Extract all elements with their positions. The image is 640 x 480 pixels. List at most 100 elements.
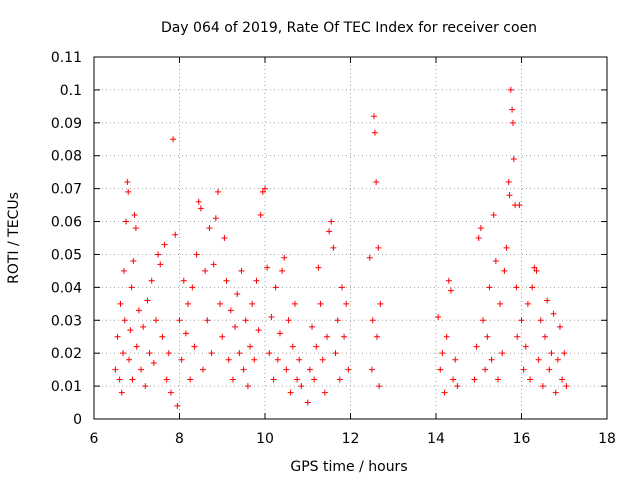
data-point [550,310,557,317]
data-point [505,179,512,186]
data-point [268,313,275,320]
data-point [497,300,504,307]
data-point [484,333,491,340]
data-point [129,376,136,383]
data-point [311,376,318,383]
data-point [178,356,185,363]
data-point [336,376,343,383]
data-point [499,350,506,357]
data-point [309,323,316,330]
data-point [319,356,326,363]
data-point [341,333,348,340]
data-point [236,350,243,357]
data-point [482,366,489,373]
data-point [130,258,137,265]
data-point [232,323,239,330]
data-point [494,376,501,383]
data-point [371,129,378,136]
data-point [170,136,177,143]
data-point [287,389,294,396]
data-point [509,119,516,126]
data-point [259,188,266,195]
y-tick-label: 0.04 [51,280,82,296]
data-point [437,366,444,373]
data-point [223,277,230,284]
data-point [114,333,121,340]
plot-frame [93,56,608,420]
y-tick-label: 0.02 [51,346,82,362]
y-tick-label: 0 [73,412,82,428]
data-point [197,205,204,212]
data-point [133,343,140,350]
data-point [187,376,194,383]
y-tick-label: 0.06 [51,215,82,231]
data-point [229,376,236,383]
data-point [219,333,226,340]
data-point [266,350,273,357]
data-point [321,389,328,396]
data-point [488,356,495,363]
data-point [366,254,373,261]
data-point [121,317,128,324]
data-point [217,300,224,307]
data-point [120,350,127,357]
data-point [542,333,549,340]
data-point [146,350,153,357]
data-point [343,300,350,307]
data-point [148,277,155,284]
data-point [294,376,301,383]
data-point [120,267,127,274]
data-point [563,383,570,390]
data-point [510,156,517,163]
data-point [118,389,125,396]
data-point [257,211,264,218]
data-point [210,261,217,268]
y-tick-label: 0.1 [60,83,82,99]
data-point [285,317,292,324]
y-tick-label: 0.11 [51,50,82,66]
data-point [202,267,209,274]
data-point [274,356,281,363]
data-point [214,188,221,195]
data-point [371,113,378,120]
data-point [189,284,196,291]
data-point [135,307,142,314]
data-point [182,330,189,337]
data-point [445,277,452,284]
data-point [126,356,133,363]
data-point [338,284,345,291]
data-points [112,86,570,409]
data-point [251,356,258,363]
y-tick-labels: 0 0.01 0.02 0.03 0.04 0.05 0.06 0.07 0.08 0.09 0.1… [51,50,82,428]
data-point [471,376,478,383]
data-point [167,389,174,396]
data-point [376,383,383,390]
data-point [561,350,568,357]
data-point [548,350,555,357]
data-point [150,360,157,367]
data-point [323,333,330,340]
data-point [131,211,138,218]
data-point [140,323,147,330]
data-point [306,366,313,373]
data-point [477,225,484,232]
data-point [279,267,286,274]
data-point [317,300,324,307]
data-point [176,317,183,324]
data-point [227,307,234,314]
data-point [486,284,493,291]
data-point [128,284,135,291]
axis-ticks [93,56,608,420]
data-point [142,383,149,390]
data-point [112,366,119,373]
data-point [212,215,219,222]
data-point [221,235,228,241]
data-point [454,383,461,390]
data-point [518,317,525,324]
data-point [539,383,546,390]
data-point [439,350,446,357]
data-point [368,366,375,373]
data-point [533,267,540,274]
